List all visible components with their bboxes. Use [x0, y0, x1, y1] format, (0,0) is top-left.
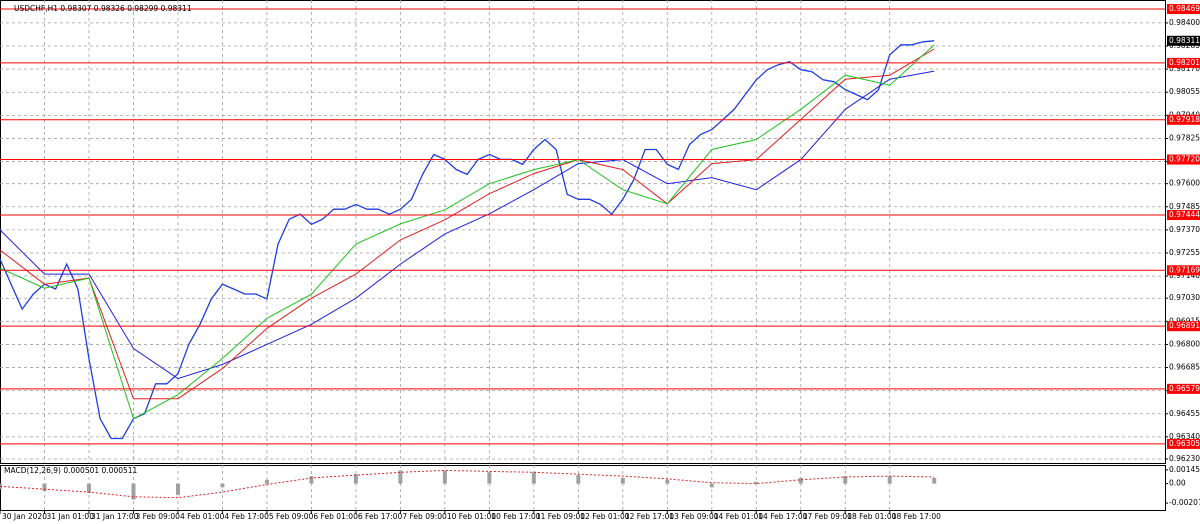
x-tick-label: 31 Jan 01:00	[46, 512, 94, 521]
x-tick-label: 4 Feb 01:00	[180, 512, 225, 521]
macd-bar	[398, 470, 403, 484]
x-tick-label: 3 Feb 09:00	[135, 512, 180, 521]
macd-bar	[932, 477, 937, 484]
macd-bar	[131, 483, 136, 500]
level-tag	[1167, 438, 1200, 449]
macd-bar	[175, 483, 180, 495]
macd-bar	[531, 472, 536, 484]
y-tick-label: 0.97255	[1169, 248, 1200, 257]
macd-bar	[754, 481, 759, 484]
x-tick-label: 6 Feb 17:00	[358, 512, 403, 521]
signal-line	[0, 469, 935, 499]
moving-average	[0, 70, 935, 380]
macd-bar	[487, 472, 492, 484]
macd-title: MACD(12,26,9) 0.000501 0.000511	[4, 466, 138, 475]
x-tick-label: 17 Feb 09:00	[803, 512, 852, 521]
x-tick-label: 13 Feb 09:00	[669, 512, 718, 521]
macd-bar	[442, 470, 447, 484]
chart-title: USDCHF,H1 0.98307 0.98326 0.98299 0.9831…	[14, 4, 192, 13]
moving-average	[0, 48, 935, 400]
macd-bar	[220, 483, 225, 488]
main-panel	[0, 0, 1166, 464]
macd-bar	[798, 477, 803, 484]
macd-bar	[576, 475, 581, 484]
level-tag	[1167, 57, 1200, 68]
level-label: 0.96891	[1169, 321, 1200, 330]
x-tick-label: 14 Feb 17:00	[758, 512, 807, 521]
level-tag	[1167, 321, 1200, 332]
y-tick-label: 0.96915	[1169, 316, 1200, 325]
level-label: 0.98201	[1169, 58, 1200, 67]
level-label: 0.97444	[1169, 210, 1200, 219]
y-tick-label: 0.98055	[1169, 87, 1200, 96]
x-tick-label: 18 Feb 17:00	[892, 512, 941, 521]
x-tick-label: 10 Feb 17:00	[491, 512, 540, 521]
level-tag	[1167, 265, 1200, 276]
level-tag	[1167, 154, 1200, 165]
x-tick-label: 14 Feb 01:00	[714, 512, 763, 521]
level-label: 0.97918	[1169, 115, 1200, 124]
price-line	[0, 40, 935, 440]
macd-bar	[42, 483, 47, 492]
price-label: 0.98311	[1169, 36, 1200, 45]
macd-bar	[843, 476, 848, 484]
macd-bar	[264, 479, 269, 484]
macd-bar	[665, 479, 670, 484]
y-tick-label: 0.001458	[1169, 465, 1200, 474]
macd-bar	[309, 476, 314, 484]
y-tick-label: 0.97485	[1169, 202, 1200, 211]
x-tick-label: 5 Feb 09:00	[269, 512, 314, 521]
level-tag	[1167, 114, 1200, 125]
level-label: 0.97720	[1169, 155, 1200, 164]
y-tick-label: 0.96685	[1169, 363, 1200, 372]
x-tick-label: 18 Feb 01:00	[847, 512, 896, 521]
level-tag	[1167, 4, 1200, 15]
moving-average	[0, 44, 935, 420]
macd-panel	[0, 465, 1166, 511]
x-tick-label: 6 Feb 01:00	[313, 512, 358, 521]
level-label: 0.96579	[1169, 384, 1200, 393]
y-tick-label: 0.96800	[1169, 339, 1200, 348]
x-tick-label: 10 Feb 01:00	[447, 512, 496, 521]
macd-bar	[887, 476, 892, 484]
x-tick-label: 30 Jan 2020	[2, 512, 47, 521]
level-label: 0.96305	[1169, 439, 1200, 448]
y-tick-label: 0.97140	[1169, 271, 1200, 280]
macd-bar	[353, 474, 358, 484]
y-tick-label: 0.97370	[1169, 225, 1200, 234]
x-tick-label: 4 Feb 17:00	[224, 512, 269, 521]
y-tick-label: 0.96340	[1169, 432, 1200, 441]
level-label: 0.98469	[1169, 4, 1200, 13]
y-tick-label: -0.002078	[1169, 498, 1200, 507]
macd-bar	[620, 477, 625, 484]
macd-bar	[709, 483, 714, 488]
y-tick-label: 0.00	[1169, 479, 1186, 488]
x-tick-label: 7 Feb 09:00	[402, 512, 447, 521]
x-tick-label: 12 Feb 17:00	[625, 512, 674, 521]
level-tag	[1167, 210, 1200, 221]
y-tick-label: 0.97030	[1169, 293, 1200, 302]
price-tag	[1167, 35, 1200, 46]
y-tick-label: 0.96230	[1169, 454, 1200, 463]
y-tick-label: 0.97600	[1169, 179, 1200, 188]
y-tick-label: 0.97825	[1169, 133, 1200, 142]
level-label: 0.97169	[1169, 265, 1200, 274]
y-tick-label: 0.98400	[1169, 18, 1200, 27]
x-tick-label: 12 Feb 01:00	[580, 512, 629, 521]
x-tick-label: 11 Feb 09:00	[536, 512, 585, 521]
y-tick-label: 0.96455	[1169, 409, 1200, 418]
y-tick-label: 0.98170	[1169, 64, 1200, 73]
x-tick-label: 31 Jan 17:00	[91, 512, 139, 521]
macd-bar	[86, 483, 91, 493]
level-tag	[1167, 383, 1200, 394]
